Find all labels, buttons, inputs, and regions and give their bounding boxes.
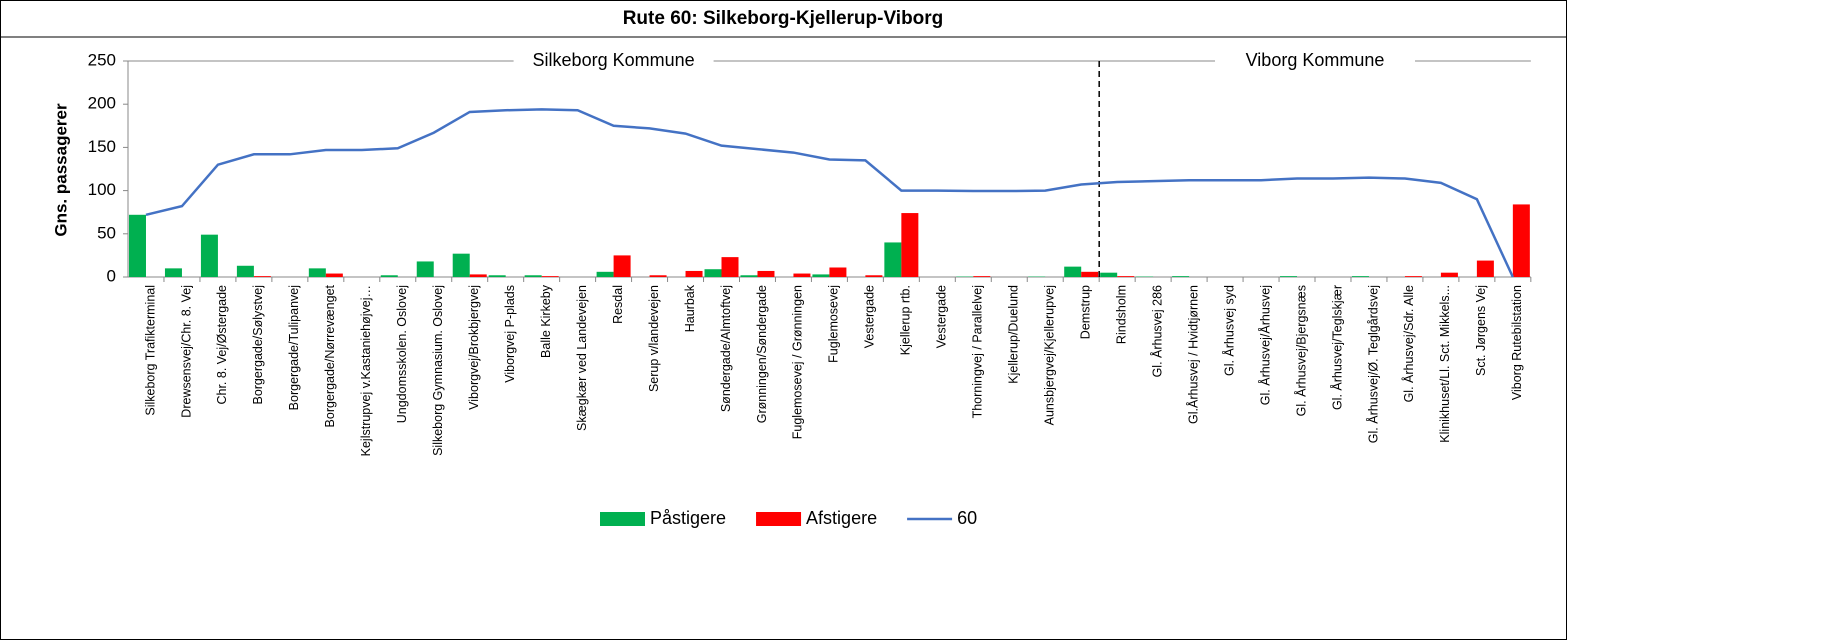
- bar: [1064, 266, 1082, 277]
- line: [145, 108, 1514, 278]
- x-tick-label: Klinikhuset/Ll. Sct. Mikkels...: [1438, 285, 1452, 443]
- x-tick-label: Gl. Århusvej/Ø. Teglgårdsvej: [1365, 285, 1380, 443]
- chart-title: Rute 60: Silkeborg-Kjellerup-Viborg: [623, 8, 944, 29]
- bar: [380, 275, 398, 277]
- x-tick-label: Balle Kirkeby: [539, 284, 553, 358]
- bar: [1351, 276, 1369, 277]
- x-tick-label: Grønningen/Søndergade: [755, 285, 769, 423]
- bar: [1476, 260, 1494, 277]
- bar: [1117, 276, 1135, 277]
- x-tick-label: Vestergade: [935, 285, 949, 348]
- bar: [649, 275, 667, 277]
- y-tick-label: 50: [97, 223, 116, 242]
- bar: [416, 261, 434, 277]
- x-tick-label: Gl. Århusvej/Århusvej: [1257, 285, 1272, 405]
- x-tick-label: Kjellerup rtb.: [899, 285, 913, 355]
- bar: [1172, 276, 1190, 277]
- bar: [236, 265, 254, 277]
- bar: [829, 267, 847, 277]
- y-tick-label: 0: [107, 266, 116, 285]
- y-tick-label: 100: [88, 180, 116, 199]
- bar: [452, 253, 470, 277]
- bar: [973, 276, 991, 277]
- x-tick-label: Aunsbjergvej/Kjellerupvej: [1043, 285, 1057, 425]
- bar: [488, 275, 506, 277]
- frame: [0, 0, 1567, 640]
- bar: [901, 213, 919, 277]
- x-tick-label: Demstrup: [1079, 285, 1093, 339]
- x-tick-label: Drewsensvej/Chr. 8. Vej: [179, 285, 193, 418]
- bar: [865, 275, 883, 277]
- x-tick-label: Ungdomsskolen. Oslovej: [395, 285, 409, 423]
- region-label-bg: [1215, 51, 1416, 71]
- bar: [1404, 276, 1422, 277]
- x-tick-label: Søndergade/Almtoftvej: [719, 285, 733, 412]
- legend-label: 60: [957, 508, 977, 528]
- bar: [793, 273, 811, 277]
- x-tick-label: Resdal: [611, 285, 625, 324]
- x-tick-label: Fuglemosevej / Grønningen: [791, 285, 805, 439]
- bar: [524, 275, 542, 277]
- bar: [308, 268, 326, 277]
- x-tick-label: Gl. Århusvej 286: [1149, 285, 1164, 377]
- x-tick-label: Rindsholm: [1114, 285, 1128, 344]
- x-tick-label: Chr. 8. Vej/Østergade: [215, 285, 229, 405]
- bar: [164, 268, 182, 277]
- x-tick-label: Gl. Århusvej/Bjergsnæs: [1293, 285, 1308, 416]
- bar: [1100, 272, 1118, 277]
- x-tick-label: Silkeborg Gymnasium. Oslovej: [431, 285, 445, 456]
- x-tick-label: Viborg Rutebilstation: [1510, 285, 1524, 400]
- bar: [721, 257, 739, 277]
- bar: [1512, 204, 1530, 277]
- x-tick-label: Silkeborg Trafikterminal: [143, 285, 157, 416]
- y-tick-label: 250: [88, 50, 116, 69]
- bar: [128, 214, 146, 277]
- x-tick-label: Skægkær ved Landevejen: [575, 285, 589, 431]
- region-label: Silkeborg Kommune: [533, 50, 695, 70]
- bar: [740, 275, 758, 277]
- bar: [541, 276, 559, 277]
- bar: [200, 234, 218, 277]
- bar: [1280, 276, 1298, 277]
- bar: [596, 271, 614, 277]
- bar: [704, 269, 722, 277]
- x-tick-label: Gl. Århusvej/Sdr. Alle: [1401, 285, 1416, 402]
- y-axis-label: Gns. passagerer: [51, 103, 70, 237]
- x-tick-label: Kejlstrupvej v.Kastaniehøjvej…: [359, 285, 373, 456]
- bar: [325, 273, 343, 277]
- x-tick-label: Serup v/landevejen: [647, 285, 661, 392]
- x-tick-label: Vestergade: [863, 285, 877, 348]
- x-tick-label: Gl.Århusvej / Hvidtjørnen: [1185, 285, 1200, 424]
- x-tick-label: Borgergade/Nørrevænget: [323, 284, 337, 427]
- bar: [685, 270, 703, 277]
- x-tick-label: Thorningvej / Parallelvej: [971, 285, 985, 418]
- x-tick-label: Viborgvej P-plads: [503, 285, 517, 383]
- region-label: Viborg Kommune: [1246, 50, 1385, 70]
- y-tick-label: 150: [88, 137, 116, 156]
- bar: [757, 270, 775, 277]
- bar: [253, 276, 271, 277]
- x-tick-label: Sct. Jørgens Vej: [1474, 285, 1488, 376]
- bar: [1081, 271, 1099, 277]
- x-tick-label: Haurbak: [683, 284, 697, 332]
- x-tick-label: Fuglemosevej: [827, 285, 841, 363]
- x-tick-label: Borgergade/Tulipanvej: [287, 285, 301, 410]
- legend-swatch: [600, 512, 645, 526]
- legend-label: Afstigere: [806, 508, 877, 528]
- x-tick-label: Gl. Århusvej/Teglskjær: [1329, 285, 1344, 410]
- bar: [1440, 272, 1458, 277]
- bar: [812, 274, 830, 277]
- y-tick-label: 200: [88, 94, 116, 113]
- x-tick-label: Gl. Århusvej syd: [1221, 285, 1236, 376]
- x-tick-label: Borgergade/Sølystvej: [251, 285, 265, 405]
- legend-label: Påstigere: [650, 508, 726, 528]
- x-tick-label: Kjellerup/Duelund: [1007, 285, 1021, 384]
- legend-swatch: [756, 512, 802, 526]
- bar: [613, 255, 631, 277]
- bar: [469, 274, 487, 277]
- x-tick-label: Viborgvej/Brokbjergvej: [467, 285, 481, 410]
- bar: [884, 242, 902, 277]
- region-label-bg: [513, 51, 714, 71]
